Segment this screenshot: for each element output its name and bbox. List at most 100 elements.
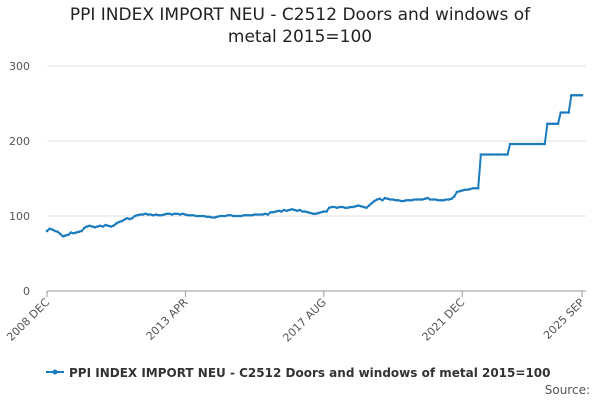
data-point [165, 212, 169, 216]
data-point [492, 153, 496, 156]
x-tick-label: 2025 SEP [541, 296, 587, 342]
data-point [263, 212, 267, 216]
data-point [287, 208, 291, 212]
data-point [508, 142, 512, 146]
source: Source: [545, 383, 590, 397]
data-point [476, 186, 480, 190]
data-point [450, 197, 453, 201]
data-point [370, 201, 374, 205]
data-point [168, 212, 171, 216]
data-point [160, 213, 163, 217]
data-point [104, 223, 107, 227]
data-point [436, 198, 440, 202]
data-point [365, 206, 368, 210]
data-point [237, 214, 240, 218]
data-point [128, 217, 131, 221]
data-point [495, 153, 499, 156]
data-point [61, 234, 65, 238]
data-point [349, 205, 352, 209]
data-point [319, 210, 323, 214]
data-point [575, 93, 578, 97]
data-point [162, 213, 166, 216]
x-tick-label: 2021 DEC [420, 296, 468, 344]
y-tick-label: 200 [9, 135, 30, 148]
data-point [455, 190, 459, 194]
data-point [224, 214, 227, 218]
y-tick-label: 300 [9, 60, 30, 73]
data-point [580, 93, 584, 97]
data-point [285, 209, 288, 213]
data-point [543, 142, 547, 146]
data-point [45, 229, 49, 233]
data-point [554, 122, 557, 126]
data-point [82, 226, 86, 230]
data-point [301, 210, 304, 213]
data-point [205, 215, 209, 219]
data-point [255, 213, 259, 216]
data-point [532, 142, 536, 146]
data-point [463, 188, 467, 192]
y-tick-label: 100 [9, 210, 30, 223]
data-point [484, 153, 488, 156]
data-point [88, 224, 91, 228]
data-point [346, 206, 350, 210]
data-point [386, 197, 389, 201]
data-point [277, 209, 280, 213]
data-point [120, 219, 123, 223]
data-point [335, 206, 339, 210]
data-point [333, 205, 336, 209]
data-point [290, 207, 294, 211]
data-point [208, 215, 211, 219]
data-point [354, 204, 358, 208]
data-point [405, 198, 408, 202]
data-point [548, 122, 552, 126]
data-point [458, 189, 461, 193]
data-point [503, 153, 507, 156]
data-point [447, 198, 451, 201]
data-point [194, 214, 198, 218]
data-point [522, 142, 525, 146]
data-point [258, 213, 262, 216]
data-point [271, 210, 275, 214]
data-point [556, 122, 560, 126]
data-point [500, 153, 504, 156]
data-point [527, 142, 531, 146]
data-point [221, 214, 224, 218]
data-point [314, 212, 318, 216]
data-point [197, 214, 201, 218]
data-point [434, 198, 437, 201]
data-point [218, 214, 222, 218]
data-point [572, 93, 576, 97]
data-point [444, 198, 448, 201]
data-point [317, 211, 320, 215]
data-point [85, 225, 89, 228]
data-point [114, 222, 118, 225]
x-tick-label: 2008 DEC [4, 296, 52, 344]
data-point [245, 213, 248, 217]
data-point [200, 214, 203, 218]
data-point [519, 142, 523, 146]
data-point [578, 93, 581, 97]
data-point [460, 189, 464, 192]
data-point [373, 199, 376, 203]
data-point [410, 198, 413, 202]
data-point [479, 153, 483, 156]
data-point [439, 198, 443, 202]
data-point [56, 230, 59, 234]
data-point [74, 231, 78, 234]
data-point [266, 213, 270, 216]
data-point [357, 204, 360, 207]
data-point [375, 198, 379, 201]
data-point [303, 210, 307, 213]
data-point [423, 197, 427, 201]
data-point [250, 213, 254, 217]
data-point [341, 205, 344, 209]
data-point [367, 204, 371, 207]
data-point [77, 230, 81, 234]
data-point [141, 213, 145, 216]
data-point [306, 210, 310, 214]
data-point [570, 93, 573, 97]
data-point [359, 204, 363, 208]
data-point [202, 214, 206, 218]
